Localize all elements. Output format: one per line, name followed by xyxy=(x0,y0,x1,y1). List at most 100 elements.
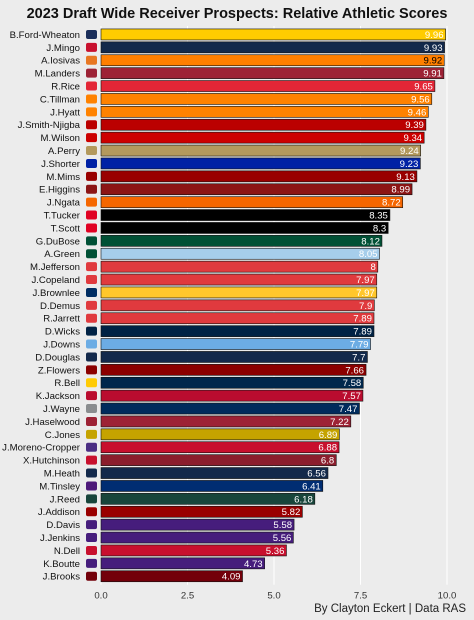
value-label: 9.56 xyxy=(411,94,430,105)
team-logo-icon xyxy=(86,223,97,233)
bar xyxy=(100,144,422,157)
category-label: J.Brooks xyxy=(43,572,81,583)
bar xyxy=(100,106,429,118)
category-label: J.Haselwood xyxy=(25,417,80,428)
bar-row: K.Jackson 7.57 xyxy=(36,389,364,402)
team-logo-icon xyxy=(86,81,97,91)
bar xyxy=(100,131,425,144)
team-logo-icon xyxy=(86,287,97,297)
category-label: R.Rice xyxy=(51,81,80,92)
team-logo-icon xyxy=(86,107,97,117)
bar-row: D.Wicks 7.89 xyxy=(45,325,375,338)
team-logo-icon xyxy=(86,210,97,220)
team-logo-icon xyxy=(86,197,97,207)
bar-row: N.Dell 5.36 xyxy=(54,544,287,557)
value-label: 6.88 xyxy=(318,443,337,454)
category-label: A.Iosivas xyxy=(41,56,80,67)
bar-row: M.Jefferson 8 xyxy=(30,260,379,273)
category-label: M.Heath xyxy=(44,468,80,479)
bar xyxy=(100,518,295,531)
category-label: J.Copeland xyxy=(31,275,80,286)
category-label: M.Tinsley xyxy=(39,481,80,492)
team-logo-icon xyxy=(86,133,97,143)
value-label: 6.56 xyxy=(307,468,326,479)
team-logo-icon xyxy=(86,236,97,246)
team-logo-icon xyxy=(86,120,97,130)
value-label: 7.7 xyxy=(352,352,365,363)
bar xyxy=(100,364,367,376)
x-tick-label: 2.5 xyxy=(181,591,194,602)
bar-row: J.Downs 7.79 xyxy=(43,338,371,350)
team-logo-icon xyxy=(86,558,97,568)
bars: B.Ford-Wheaton 9.96 J.Mingo 9.93 A.Iosivas 9.… xyxy=(2,28,446,583)
bar-row: J.Moreno-Cropper 6.88 xyxy=(2,441,340,454)
bar xyxy=(100,247,380,260)
category-label: D.Douglas xyxy=(35,352,80,363)
category-label: A.Perry xyxy=(48,146,80,157)
bar-row: K.Boutte 4.73 xyxy=(43,557,265,570)
bar xyxy=(100,325,375,337)
value-label: 8 xyxy=(370,262,375,273)
bar xyxy=(100,570,243,583)
category-label: M.Landers xyxy=(35,69,81,80)
category-label: M.Mims xyxy=(46,172,80,183)
team-logo-icon xyxy=(86,158,97,168)
bar xyxy=(100,196,404,208)
category-label: J.Jenkins xyxy=(40,533,80,544)
bar-row: A.Perry 9.24 xyxy=(48,144,422,157)
value-label: 8.12 xyxy=(361,236,380,247)
category-label: B.Ford-Wheaton xyxy=(10,30,80,41)
bar-row: D.Demus 7.9 xyxy=(40,299,375,312)
value-label: 9.65 xyxy=(414,81,433,92)
category-label: J.Wayne xyxy=(43,404,80,415)
bar-row: E.Higgins 8.99 xyxy=(39,183,413,196)
bar xyxy=(100,222,389,234)
team-logo-icon xyxy=(86,429,97,439)
value-label: 4.73 xyxy=(244,559,263,570)
value-label: 7.22 xyxy=(330,417,349,428)
category-label: A.Green xyxy=(44,249,80,260)
bar xyxy=(100,170,418,183)
bar-row: J.Shorter 9.23 xyxy=(41,157,421,170)
team-logo-icon xyxy=(86,42,97,52)
bar-row: R.Bell 7.58 xyxy=(54,376,364,389)
bar xyxy=(100,505,303,518)
value-label: 7.97 xyxy=(356,288,375,299)
bar xyxy=(100,415,352,428)
bar xyxy=(100,454,337,466)
team-logo-icon xyxy=(86,520,97,530)
x-tick-label: 0.0 xyxy=(94,591,107,602)
bar-row: J.Mingo 9.93 xyxy=(46,41,445,54)
chart-title: 2023 Draft Wide Receiver Prospects: Rela… xyxy=(27,6,448,22)
value-label: 4.09 xyxy=(222,572,241,583)
bar xyxy=(100,480,324,492)
team-logo-icon xyxy=(86,533,97,543)
bar xyxy=(100,351,368,363)
value-label: 7.57 xyxy=(342,391,361,402)
team-logo-icon xyxy=(86,275,97,285)
team-logo-icon xyxy=(86,378,97,388)
x-axis: 0.0 2.5 5.0 7.5 10.0 xyxy=(94,591,456,602)
bar-row: X.Hutchinson 6.8 xyxy=(23,454,337,467)
bar-row: J.Addison 5.82 xyxy=(38,505,303,518)
bar xyxy=(100,544,287,557)
bar xyxy=(100,93,433,105)
category-label: C.Jones xyxy=(45,430,80,441)
team-logo-icon xyxy=(86,481,97,491)
bar xyxy=(100,312,375,325)
bar xyxy=(100,54,445,67)
value-label: 9.91 xyxy=(423,69,442,80)
bar xyxy=(100,389,364,402)
team-logo-icon xyxy=(86,313,97,323)
team-logo-icon xyxy=(86,571,97,581)
bar xyxy=(100,493,316,505)
bar xyxy=(100,441,340,454)
value-label: 9.39 xyxy=(405,120,424,131)
bar xyxy=(100,402,360,415)
category-label: T.Tucker xyxy=(44,210,81,221)
value-label: 6.18 xyxy=(294,494,313,505)
category-label: K.Jackson xyxy=(36,391,80,402)
bar xyxy=(100,157,421,170)
team-logo-icon xyxy=(86,326,97,336)
